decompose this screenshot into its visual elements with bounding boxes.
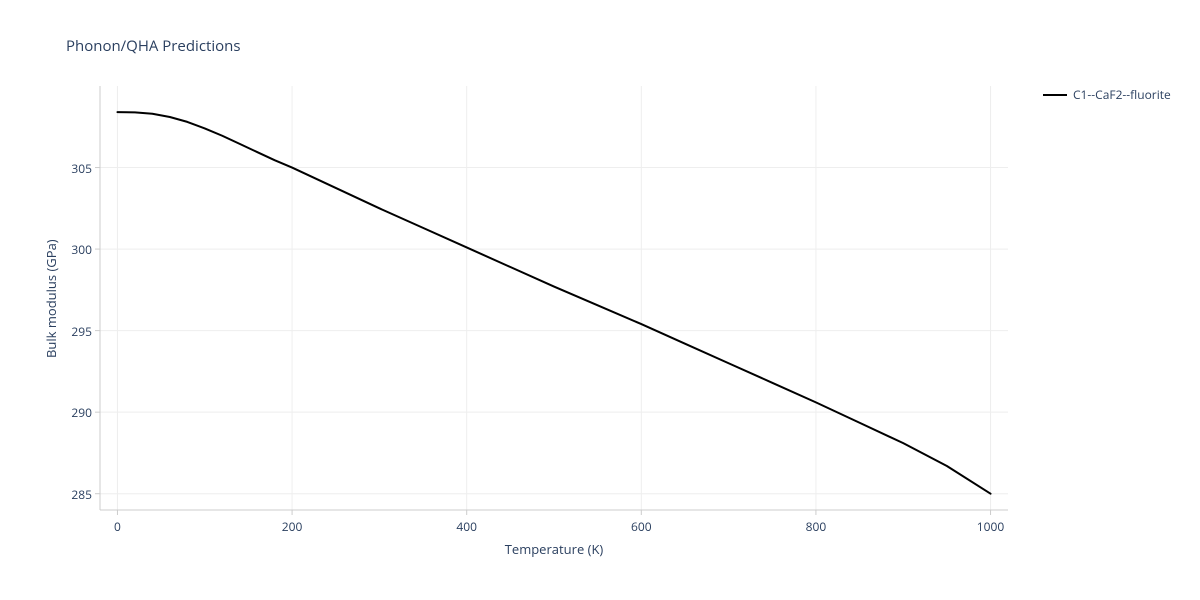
y-tick-label: 290 bbox=[71, 404, 92, 421]
legend-item[interactable]: C1--CaF2--fluorite bbox=[1043, 86, 1171, 103]
chart-container: Phonon/QHA Predictions Bulk modulus (GPa… bbox=[0, 0, 1200, 600]
x-tick-label: 600 bbox=[621, 518, 661, 535]
y-axis-label: Bulk modulus (GPa) bbox=[42, 239, 60, 358]
x-tick-label: 400 bbox=[447, 518, 487, 535]
y-tick-label: 305 bbox=[71, 160, 92, 177]
y-tick-label: 295 bbox=[71, 323, 92, 340]
chart-title: Phonon/QHA Predictions bbox=[66, 36, 241, 56]
y-tick-label: 300 bbox=[71, 241, 92, 258]
legend: C1--CaF2--fluorite bbox=[1043, 86, 1171, 103]
x-tick-label: 1000 bbox=[971, 518, 1011, 535]
y-tick-label: 285 bbox=[71, 486, 92, 503]
legend-swatch bbox=[1043, 94, 1067, 96]
legend-label: C1--CaF2--fluorite bbox=[1073, 86, 1171, 103]
x-tick-label: 200 bbox=[272, 518, 312, 535]
x-axis-label: Temperature (K) bbox=[494, 540, 614, 558]
plot-area bbox=[100, 86, 1008, 510]
series-line[interactable] bbox=[117, 112, 990, 494]
x-tick-label: 0 bbox=[97, 518, 137, 535]
x-tick-label: 800 bbox=[796, 518, 836, 535]
